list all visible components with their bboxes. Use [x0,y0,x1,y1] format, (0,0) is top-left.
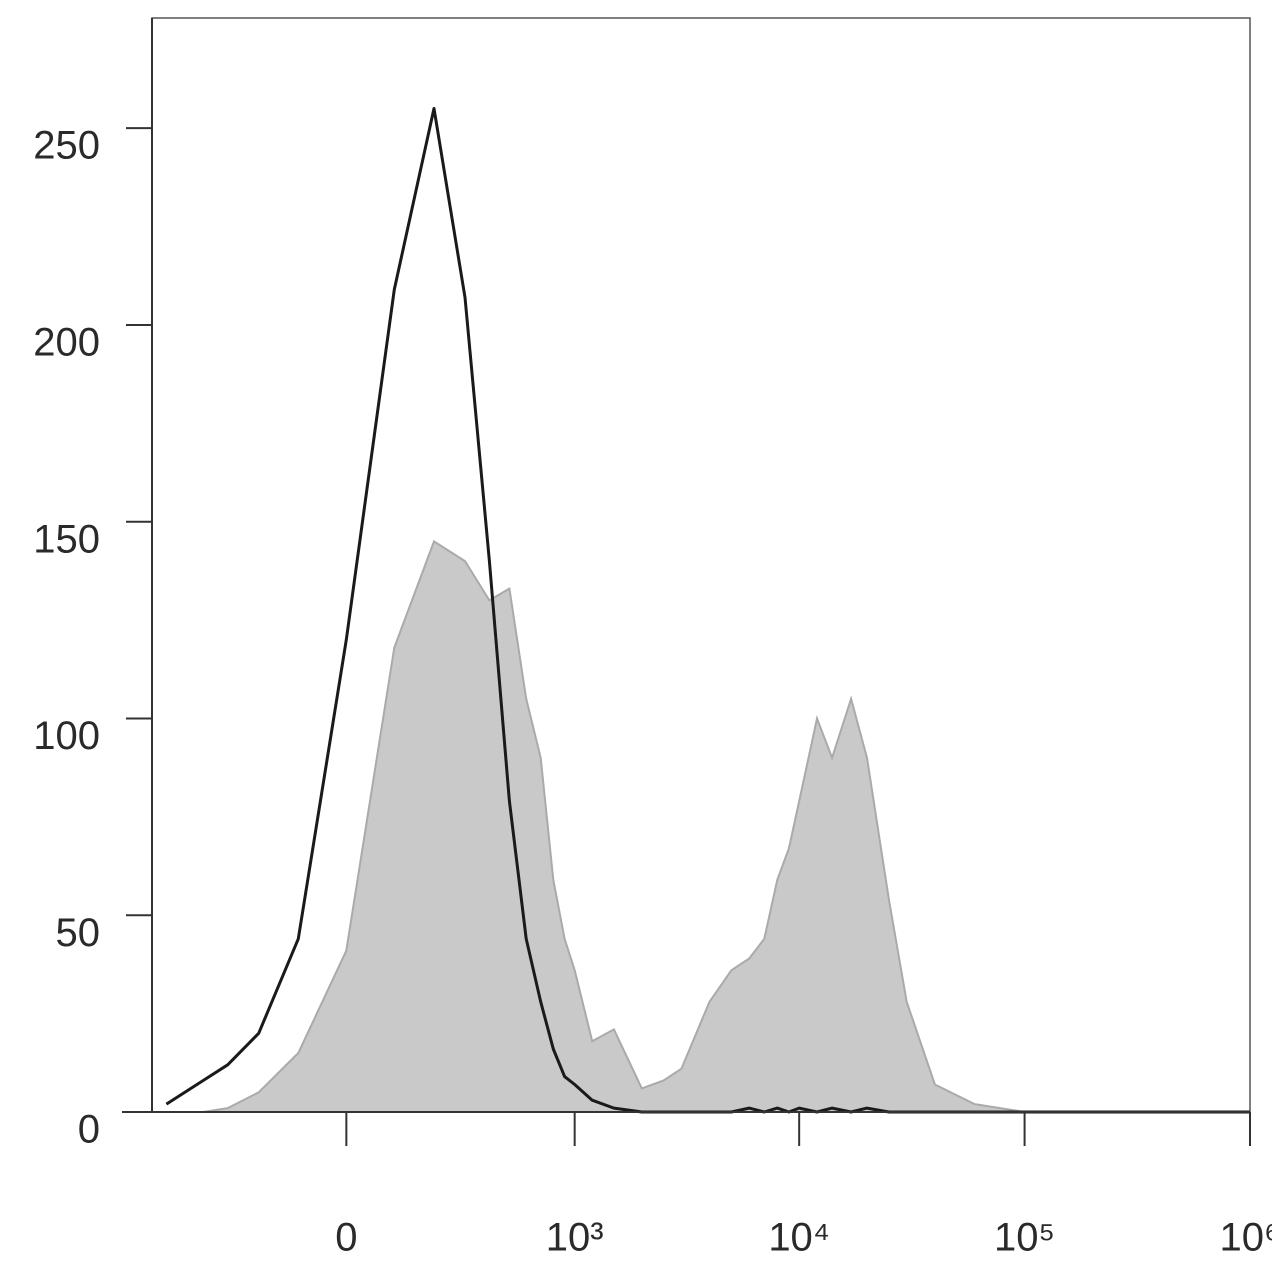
y-tick-label: 100 [33,714,100,758]
histogram-area [166,539,1250,1113]
y-tick-label: 50 [56,911,101,955]
histogram-line [165,107,1250,1114]
x-tick-label: 10³ [546,1216,604,1260]
y-tick-label: 0 [78,1108,100,1152]
x-tick-label: 0 [335,1216,357,1260]
y-tick-label: 250 [33,124,100,168]
x-tick-label: 10⁴ [768,1216,830,1260]
y-tick-label: 150 [33,517,100,561]
plot-frame [151,17,1251,1113]
y-tick-label: 200 [33,321,100,365]
x-tick-label: 10⁵ [994,1216,1055,1260]
x-tick-label: 10⁶ [1220,1216,1272,1260]
